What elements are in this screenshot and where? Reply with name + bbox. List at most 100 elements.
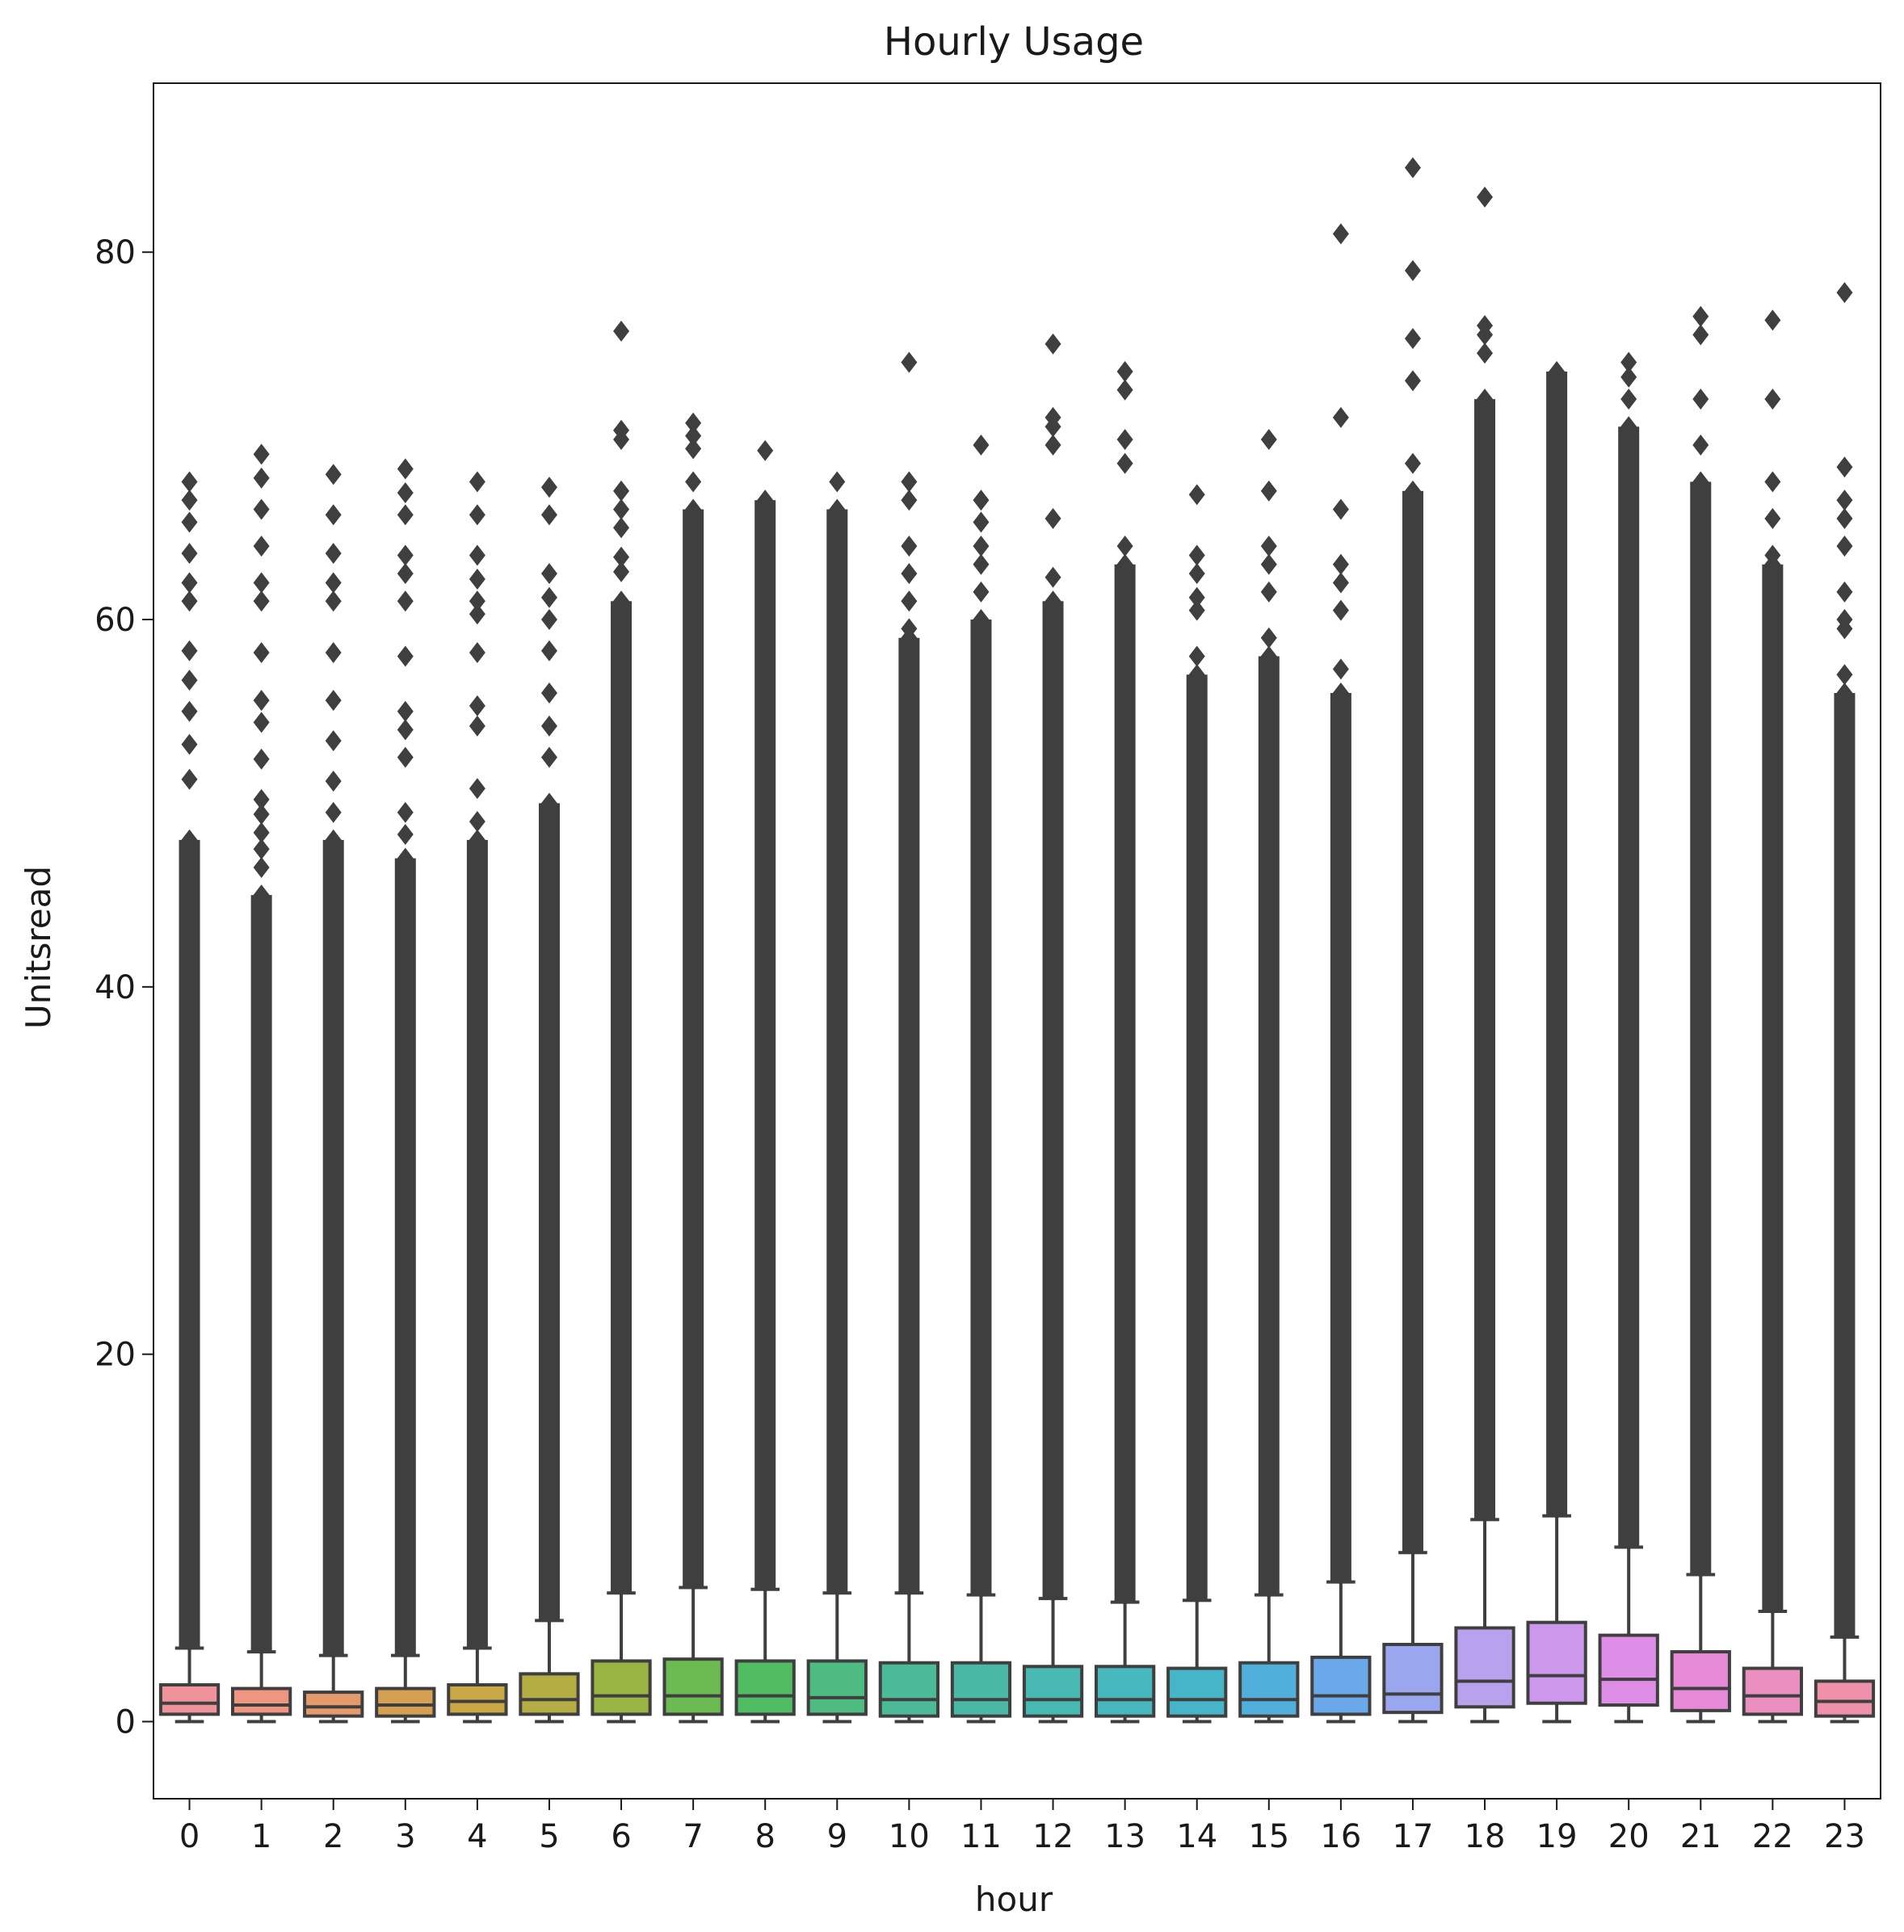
outlier-band-top-hour-6	[613, 590, 630, 612]
iqr-box-hour-18	[1454, 1626, 1515, 1709]
outlier-hour-22-0	[1764, 544, 1781, 566]
outlier-hour-15-2	[1260, 553, 1277, 575]
outlier-hour-23-8	[1836, 282, 1853, 304]
outlier-hour-22-4	[1764, 309, 1781, 331]
outlier-hour-20-0	[1620, 388, 1637, 410]
outlier-hour-14-2	[1188, 586, 1205, 608]
x-tick-label-23: 23	[1824, 1818, 1865, 1855]
outlier-hour-4-4	[469, 641, 485, 663]
x-tick-label-0: 0	[179, 1818, 200, 1855]
outlier-hour-21-0	[1692, 434, 1709, 456]
outlier-hour-14-4	[1188, 544, 1205, 566]
outlier-hour-2-5	[325, 590, 342, 612]
outlier-hour-15-4	[1260, 480, 1277, 502]
x-tick-label-20: 20	[1608, 1818, 1650, 1855]
outlier-hour-12-2	[1044, 434, 1061, 456]
outlier-band-hour-14	[1186, 674, 1208, 1601]
x-axis-label: hour	[975, 1880, 1053, 1919]
outlier-hour-1-6	[253, 712, 270, 733]
outlier-hour-1-0	[253, 857, 270, 879]
outlier-band-hour-21	[1690, 481, 1712, 1575]
outlier-band-hour-10	[898, 637, 920, 1594]
outlier-hour-17-3	[1404, 259, 1421, 281]
outlier-band-hour-7	[683, 509, 704, 1588]
outlier-band-bottom-hour-2	[325, 1638, 342, 1660]
outlier-hour-18-0	[1477, 342, 1494, 364]
outlier-hour-1-2	[253, 821, 270, 843]
outlier-hour-3-9	[397, 504, 414, 526]
outlier-band-bottom-hour-3	[397, 1638, 414, 1660]
box-hour-18	[1454, 186, 1515, 1724]
x-tick-label-9: 9	[827, 1818, 847, 1855]
outlier-hour-7-2	[685, 425, 702, 447]
outlier-band-hour-4	[466, 839, 488, 1648]
outlier-hour-16-5	[1332, 406, 1349, 428]
outlier-hour-14-3	[1188, 563, 1205, 585]
outlier-hour-2-7	[325, 543, 342, 565]
y-tick-label-20: 20	[95, 1337, 136, 1374]
outlier-hour-6-7	[613, 321, 630, 342]
outlier-hour-23-7	[1836, 456, 1853, 478]
outlier-hour-23-0	[1836, 664, 1853, 686]
outlier-hour-3-0	[397, 824, 414, 846]
outlier-hour-0-4	[181, 640, 198, 662]
plot-area	[158, 157, 1876, 1724]
outlier-band-top-hour-4	[469, 829, 485, 850]
outlier-band-top-hour-13	[1116, 553, 1133, 575]
outlier-hour-13-3	[1116, 379, 1133, 401]
outlier-hour-3-2	[397, 746, 414, 768]
outlier-hour-13-4	[1116, 361, 1133, 383]
outlier-hour-0-6	[181, 572, 198, 594]
iqr-box-hour-20	[1598, 1633, 1659, 1707]
outlier-hour-2-0	[325, 801, 342, 823]
x-tick-label-18: 18	[1465, 1818, 1506, 1855]
x-tick-label-8: 8	[754, 1818, 775, 1855]
outlier-hour-17-1	[1404, 370, 1421, 392]
outlier-hour-6-2	[613, 517, 630, 539]
x-tick-label-5: 5	[539, 1818, 559, 1855]
outlier-hour-0-5	[181, 590, 198, 612]
box-hour-8	[734, 439, 796, 1724]
outlier-hour-23-3	[1836, 581, 1853, 603]
outlier-hour-6-1	[613, 546, 630, 568]
outlier-hour-9-0	[829, 471, 846, 493]
outlier-hour-22-3	[1764, 388, 1781, 410]
outlier-hour-7-1	[685, 438, 702, 460]
outlier-hour-15-5	[1260, 429, 1277, 451]
outlier-hour-11-3	[973, 511, 990, 533]
x-tick-label-19: 19	[1536, 1818, 1578, 1855]
outlier-band-top-hour-23	[1836, 682, 1853, 704]
outlier-band-hour-8	[754, 500, 776, 1590]
outlier-hour-20-2	[1620, 351, 1637, 373]
outlier-hour-0-1	[181, 733, 198, 755]
iqr-box-hour-15	[1238, 1661, 1300, 1718]
outlier-hour-3-4	[397, 700, 414, 722]
x-tick-label-12: 12	[1032, 1818, 1074, 1855]
box-hour-3	[375, 458, 436, 1724]
x-tick-label-3: 3	[395, 1818, 415, 1855]
outlier-hour-16-2	[1332, 572, 1349, 594]
x-tick-label-13: 13	[1104, 1818, 1145, 1855]
outlier-band-top-hour-0	[181, 829, 198, 850]
outlier-hour-1-9	[253, 590, 270, 612]
outlier-band-top-hour-17	[1404, 480, 1421, 502]
x-tick-label-22: 22	[1752, 1818, 1793, 1855]
outlier-hour-10-2	[901, 563, 918, 585]
outlier-hour-15-1	[1260, 581, 1277, 603]
outlier-hour-1-1	[253, 838, 270, 860]
box-hour-13	[1094, 361, 1156, 1724]
outlier-hour-13-0	[1116, 536, 1133, 557]
outlier-band-hour-2	[322, 839, 344, 1656]
outlier-hour-5-0	[540, 746, 557, 768]
outlier-band-hour-13	[1114, 564, 1136, 1602]
iqr-box-hour-19	[1526, 1620, 1587, 1705]
outlier-hour-5-4	[540, 609, 557, 631]
box-hour-15	[1238, 429, 1300, 1724]
outlier-band-top-hour-7	[685, 498, 702, 520]
outlier-hour-4-9	[469, 504, 485, 526]
outlier-hour-1-10	[253, 572, 270, 594]
box-hour-4	[447, 471, 508, 1724]
outlier-hour-4-7	[469, 569, 485, 590]
outlier-hour-14-0	[1188, 645, 1205, 667]
outlier-hour-1-12	[253, 498, 270, 520]
